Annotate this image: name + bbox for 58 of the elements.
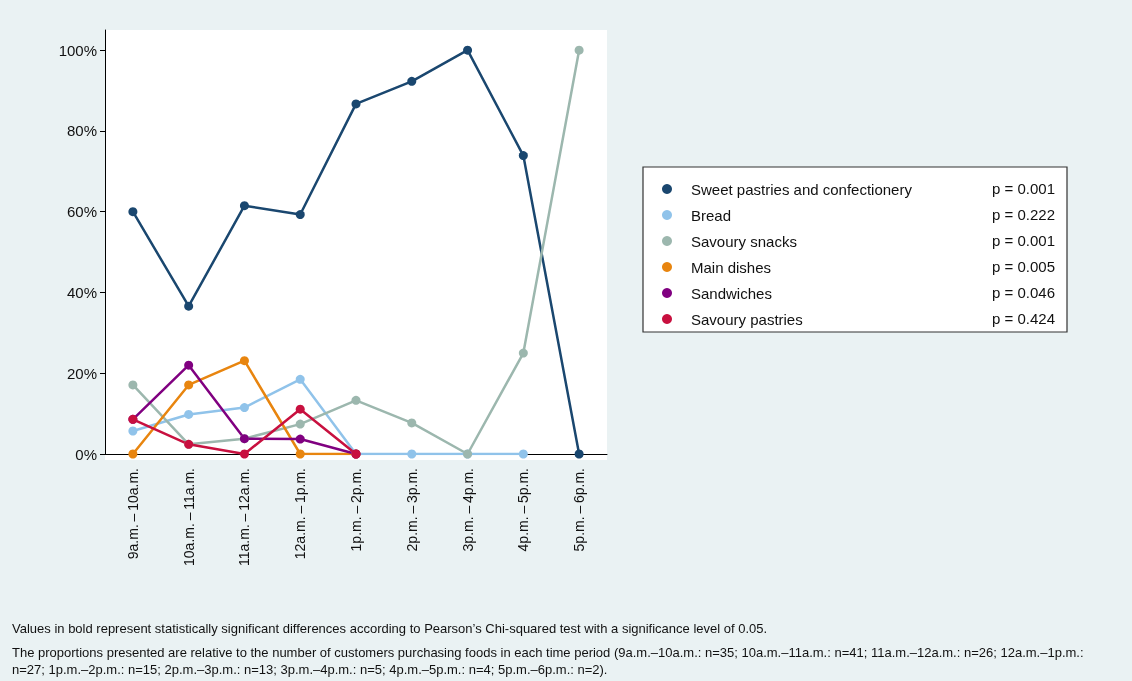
y-tick-label: 80% — [66, 122, 97, 140]
y-tick-label: 60% — [66, 203, 97, 221]
point — [407, 449, 417, 459]
point — [518, 348, 528, 358]
text: p = 0.001 — [992, 232, 1055, 249]
point — [128, 449, 138, 459]
y-tick-label: 40% — [66, 283, 97, 301]
x-tick-label: 4p.m. – 5p.m. — [515, 468, 532, 552]
point — [574, 449, 584, 459]
legend-label: Sandwiches — [691, 284, 772, 302]
text: p = 0.001 — [992, 180, 1055, 197]
legend-label: Sweet pastries and confectionery — [691, 180, 913, 198]
point — [184, 380, 194, 390]
text: p = 0.005 — [992, 258, 1055, 275]
point — [518, 449, 528, 459]
point — [239, 403, 249, 413]
x-tick-label: 10a.m. – 11a.m. — [180, 468, 197, 566]
point — [295, 374, 305, 384]
point — [239, 356, 249, 366]
point — [239, 201, 249, 211]
x-tick-label: 5p.m. – 6p.m. — [571, 468, 588, 552]
point — [184, 409, 194, 419]
point — [295, 434, 305, 444]
point — [407, 76, 417, 86]
point — [351, 99, 361, 109]
x-tick-label: 11a.m. – 12a.m. — [236, 468, 253, 566]
legend-label: Main dishes — [691, 258, 772, 276]
text: p = 0.046 — [992, 284, 1055, 301]
point — [239, 449, 249, 459]
point — [128, 207, 138, 217]
x-tick-label: 1p.m. – 2p.m. — [348, 468, 364, 552]
text: p = 0.424 — [992, 310, 1055, 327]
y-tick-label: 0% — [75, 445, 97, 463]
x-tick-label: 9a.m. – 10a.m. — [124, 468, 141, 560]
point — [518, 151, 528, 161]
point — [574, 45, 584, 55]
point — [295, 419, 305, 429]
point — [351, 395, 361, 405]
legend-label: Savoury snacks — [691, 232, 797, 250]
point — [184, 301, 194, 311]
point — [184, 360, 194, 370]
point — [128, 426, 138, 436]
x-tick-label: 12a.m. – 1p.m. — [292, 468, 309, 560]
legend-label: Bread — [691, 206, 732, 224]
x-tick-label: 2p.m. – 3p.m. — [403, 468, 420, 552]
text: The proportions presented are relative to the number of customers purchasing foods in each time period (9a.m.–10a.m.: n=35; 10a.m.–11a.m.: n=41; 11a.m.–12a.m.: n=26; 12a.m.–1p.m.: n=27; 1p.m.–2p.m.: n=15; 2p.m.–3p.m.: n=13; 3p.m.–4p.m.: n=5; 4p.m.–5p.m.: n=4; 5p.m.–6p.m.: n=2). — [12, 645, 1088, 677]
point — [295, 449, 305, 459]
y-tick-label: 100% — [58, 41, 97, 59]
y-tick-label: 20% — [66, 364, 97, 382]
point — [295, 404, 305, 414]
point — [407, 418, 417, 428]
text: p = 0.222 — [992, 206, 1055, 223]
x-tick-label: 3p.m. – 4p.m. — [459, 468, 476, 552]
point — [128, 380, 138, 390]
text: Values in bold represent statistically significant differences according to Pearson’s Chi-squared test with a significance level of 0.05. — [12, 621, 768, 636]
point — [295, 210, 305, 220]
point — [463, 45, 473, 55]
legend-label: Savoury pastries — [691, 310, 803, 328]
